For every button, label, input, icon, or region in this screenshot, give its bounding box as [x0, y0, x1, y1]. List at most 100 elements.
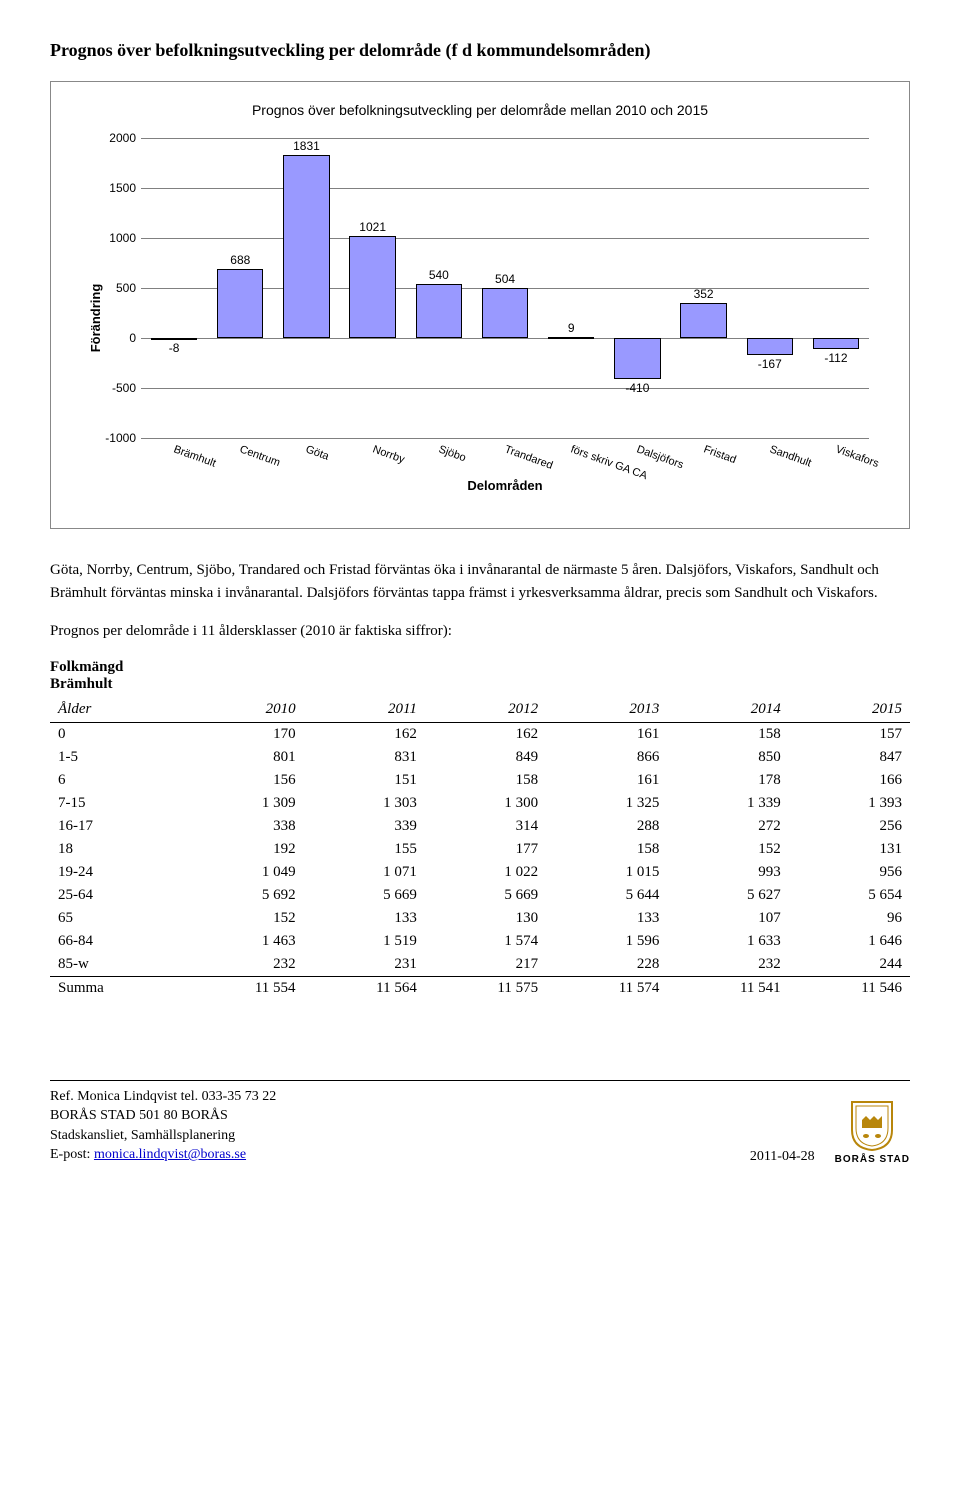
table-cell: 85-w — [50, 953, 182, 977]
table-cell: 158 — [667, 722, 788, 746]
table-cell: 107 — [667, 907, 788, 930]
table-row: 66-841 4631 5191 5741 5961 6331 646 — [50, 930, 910, 953]
footer-org: BORÅS STAD 501 80 BORÅS — [50, 1106, 276, 1126]
table-cell: 1 022 — [425, 861, 546, 884]
y-tick-label: 1000 — [91, 231, 136, 245]
table-cell: 155 — [304, 838, 425, 861]
table-cell: 1 463 — [182, 930, 303, 953]
table-cell: 192 — [182, 838, 303, 861]
table-cell: 232 — [182, 953, 303, 977]
table-cell: 133 — [304, 907, 425, 930]
table-cell: 244 — [789, 953, 910, 977]
table-cell: 161 — [546, 722, 667, 746]
bar-value-label: 352 — [694, 287, 714, 301]
bar-slot: -8 — [141, 138, 207, 438]
logo: BORÅS STAD — [835, 1100, 910, 1165]
table-cell: 847 — [789, 746, 910, 769]
bar-slot: 688 — [207, 138, 273, 438]
table-cell: 339 — [304, 815, 425, 838]
table-cell: 178 — [667, 769, 788, 792]
table-header-cell: 2011 — [304, 697, 425, 723]
table-cell: 1 300 — [425, 792, 546, 815]
table-cell: 66-84 — [50, 930, 182, 953]
table-cell: 1 303 — [304, 792, 425, 815]
table-cell: 1 519 — [304, 930, 425, 953]
footer-email-label: E-post: — [50, 1147, 94, 1162]
table-row: 0170162162161158157 — [50, 722, 910, 746]
y-tick-label: 0 — [91, 331, 136, 345]
chart-title: Prognos över befolkningsutveckling per d… — [81, 102, 879, 118]
y-tick-label: -1000 — [91, 431, 136, 445]
table-row: 18192155177158152131 — [50, 838, 910, 861]
table-cell: 232 — [667, 953, 788, 977]
bar — [482, 288, 528, 338]
x-axis-label: Delområden — [141, 478, 869, 493]
bar — [614, 338, 660, 379]
table-cell: 5 692 — [182, 884, 303, 907]
table-cell: 956 — [789, 861, 910, 884]
x-category-label: Norrby — [371, 443, 406, 466]
bar-value-label: -112 — [824, 351, 847, 365]
table-cell: 161 — [546, 769, 667, 792]
bar-value-label: 540 — [429, 268, 449, 282]
bar-slot: 9 — [538, 138, 604, 438]
y-tick-label: 2000 — [91, 131, 136, 145]
table-cell: 831 — [304, 746, 425, 769]
bar-value-label: 9 — [568, 321, 575, 335]
bar — [283, 155, 329, 338]
table-cell: 850 — [667, 746, 788, 769]
table-cell: 256 — [789, 815, 910, 838]
footer-date: 2011-04-28 — [750, 1149, 815, 1165]
table-cell: 1 049 — [182, 861, 303, 884]
y-tick-label: -500 — [91, 381, 136, 395]
footer-email-link[interactable]: monica.lindqvist@boras.se — [94, 1147, 246, 1162]
bar-value-label: 1021 — [359, 220, 386, 234]
bar-slot: 540 — [406, 138, 472, 438]
table-cell: 177 — [425, 838, 546, 861]
table-cell: 158 — [425, 769, 546, 792]
table-cell: 166 — [789, 769, 910, 792]
table-cell: 5 644 — [546, 884, 667, 907]
table-cell: 65 — [50, 907, 182, 930]
logo-shield-icon — [850, 1100, 894, 1152]
bar-value-label: 504 — [495, 272, 515, 286]
bar-value-label: 1831 — [293, 139, 320, 153]
bar — [416, 284, 462, 338]
table-summary-row: Summa11 55411 56411 57511 57411 54111 54… — [50, 976, 910, 1000]
table-cell: 130 — [425, 907, 546, 930]
table-heading-1: Folkmängd — [50, 659, 910, 676]
table-cell: 1 596 — [546, 930, 667, 953]
bar-value-label: -167 — [758, 357, 782, 371]
table-cell: 131 — [789, 838, 910, 861]
table-row: 25-645 6925 6695 6695 6445 6275 654 — [50, 884, 910, 907]
table-cell: 314 — [425, 815, 546, 838]
table-cell: 1 071 — [304, 861, 425, 884]
table-row: 7-151 3091 3031 3001 3251 3391 393 — [50, 792, 910, 815]
table-cell: 1 646 — [789, 930, 910, 953]
table-header-cell: 2012 — [425, 697, 546, 723]
bar — [813, 338, 859, 349]
table-cell: 1 633 — [667, 930, 788, 953]
table-header-cell: Ålder — [50, 697, 182, 723]
bar-value-label: -8 — [169, 341, 180, 355]
body-paragraph-1: Göta, Norrby, Centrum, Sjöbo, Trandared … — [50, 559, 910, 604]
table-row: 85-w232231217228232244 — [50, 953, 910, 977]
table-cell: 25-64 — [50, 884, 182, 907]
x-category-label: Sjöbo — [437, 443, 468, 464]
x-category-label: Viskafors — [834, 443, 880, 470]
data-table: Ålder201020112012201320142015 0170162162… — [50, 697, 910, 1000]
table-cell: 5 654 — [789, 884, 910, 907]
bar-slot: -410 — [604, 138, 670, 438]
table-cell: 157 — [789, 722, 910, 746]
table-cell: 11 564 — [304, 976, 425, 1000]
body-paragraph-2: Prognos per delområde i 11 åldersklasser… — [50, 620, 910, 643]
table-row: 6515213313013310796 — [50, 907, 910, 930]
table-heading-2: Brämhult — [50, 676, 910, 693]
table-row: 6156151158161178166 — [50, 769, 910, 792]
table-cell: 6 — [50, 769, 182, 792]
y-tick-label: 500 — [91, 281, 136, 295]
table-cell: 228 — [546, 953, 667, 977]
table-row: 16-17338339314288272256 — [50, 815, 910, 838]
table-cell: 272 — [667, 815, 788, 838]
bar-slot: 1021 — [340, 138, 406, 438]
